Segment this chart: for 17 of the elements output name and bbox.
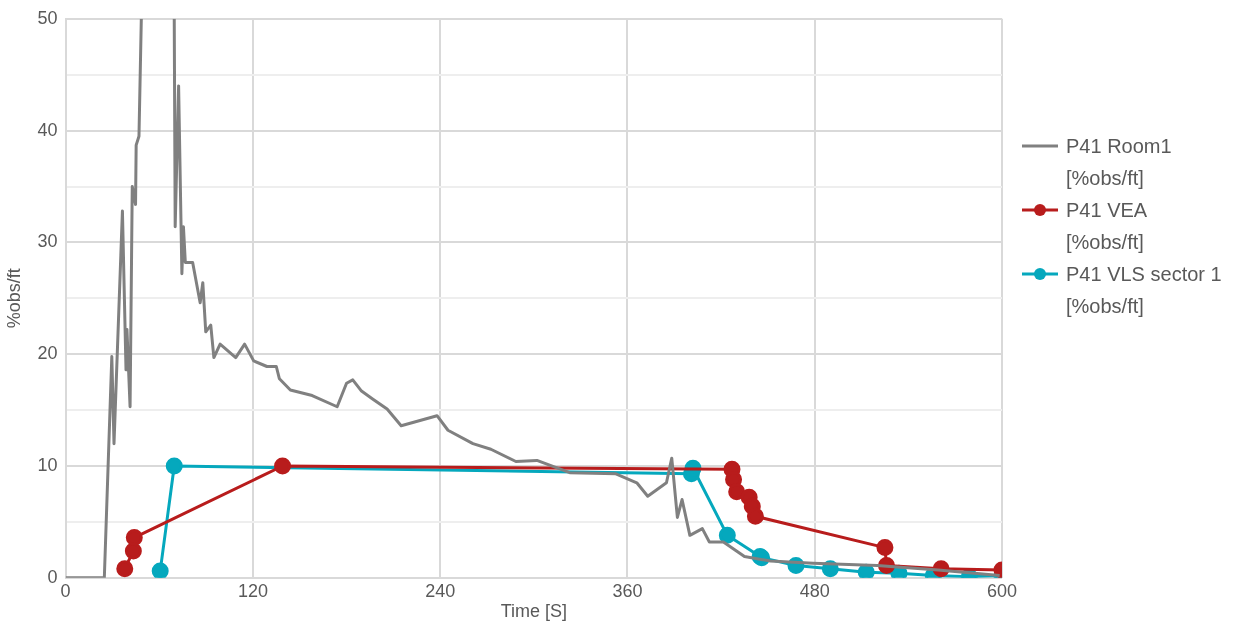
y-tick-label: 10 <box>37 454 58 475</box>
y-tick-label: 0 <box>47 566 58 587</box>
y-tick-label: 50 <box>37 7 58 28</box>
legend-label: P41 Room1 [%obs/ft] <box>1066 134 1173 191</box>
x-tick-label: 480 <box>799 580 830 601</box>
x-axis-title: Time [S] <box>500 601 567 622</box>
x-tick-label: 240 <box>425 580 456 601</box>
legend-label: P41 VEA [%obs/ft] <box>1066 198 1148 255</box>
legend-label: P41 VLS sector 1 [%obs/ft] <box>1066 262 1223 319</box>
x-tick-label: 600 <box>986 580 1018 601</box>
y-tick-label: 40 <box>37 119 58 140</box>
y-tick-label: 30 <box>37 231 58 252</box>
y-axis-title: %obs/ft <box>3 268 24 329</box>
x-tick-label: 120 <box>237 580 268 601</box>
y-tick-label: 20 <box>37 343 58 364</box>
x-tick-label: 360 <box>612 580 643 601</box>
x-tick-label: 0 <box>60 580 71 601</box>
